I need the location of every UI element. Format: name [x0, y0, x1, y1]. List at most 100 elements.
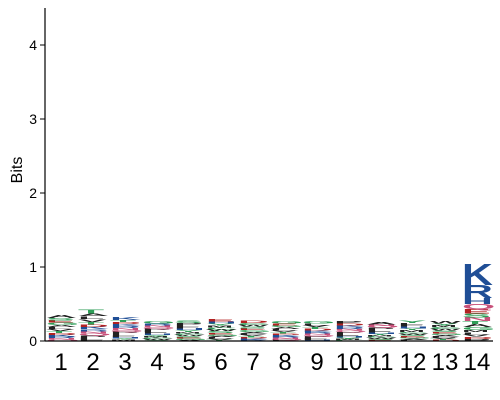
x-tick-label: 8	[278, 349, 291, 376]
logo-letter-f: F	[110, 335, 136, 337]
y-axis-label: Bits	[9, 157, 26, 184]
logo-letter-q: Q	[46, 339, 79, 341]
logo-letter-a: A	[366, 321, 397, 325]
logo-letter-l: L	[78, 316, 104, 320]
logo-letter-l: L	[302, 323, 328, 326]
logo-letter-m: M	[334, 339, 361, 341]
logo-letter-y: Y	[206, 323, 235, 326]
logo-column: LAGESWCMYHFIY	[398, 320, 431, 342]
x-tick-label: 13	[432, 349, 459, 376]
x-tick-label: 4	[150, 349, 163, 376]
logo-letter-v: V	[46, 329, 76, 332]
logo-column: AGESWCMYHFIPS	[174, 320, 207, 342]
logo-letter-m: M	[366, 335, 393, 337]
logo-letter-h: H	[110, 337, 141, 339]
logo-letter-p: P	[110, 332, 139, 335]
logo-letter-m: M	[398, 330, 425, 333]
logo-letter-l: L	[46, 327, 72, 330]
logo-letter-c: C	[174, 333, 205, 335]
logo-letter-y: Y	[142, 335, 171, 337]
logo-letter-n: N	[110, 328, 141, 331]
logo-letter-p: P	[78, 335, 107, 338]
logo-letter-h: H	[462, 297, 493, 306]
logo-letter-t: T	[302, 327, 329, 330]
logo-letter-d: D	[78, 324, 109, 328]
x-tick-label: 6	[214, 349, 227, 376]
x-tick-label: 2	[86, 349, 99, 376]
logo-letter-w: W	[142, 339, 173, 341]
logo-letter-k: K	[462, 257, 493, 292]
logo-letter-m: M	[430, 325, 457, 328]
logo-letter-m: M	[142, 336, 169, 338]
logo-letter-y: Y	[366, 334, 395, 336]
logo-letter-p: P	[334, 332, 363, 334]
logo-letter-d: D	[46, 333, 77, 336]
x-tick-label: 14	[464, 349, 491, 376]
logo-letter-l: L	[270, 329, 296, 331]
logo-letter-e: E	[398, 336, 427, 338]
logo-letter-d: D	[334, 323, 365, 326]
x-tick-label: 10	[336, 349, 363, 376]
logo-letter-t: T	[430, 339, 457, 341]
logo-letter-s: S	[398, 335, 427, 337]
x-tick-label: 7	[246, 349, 259, 376]
logo-letter-h: H	[334, 336, 365, 338]
x-tick-label: 1	[54, 349, 67, 376]
logo-letter-g: G	[46, 322, 79, 326]
logo-letter-q: Q	[302, 335, 335, 337]
logo-letter-q: Q	[462, 303, 495, 311]
logo-letter-h: H	[366, 332, 397, 334]
logo-letter-f: F	[142, 332, 168, 334]
logo-letter-k: K	[46, 334, 77, 337]
logo-letter-r: R	[46, 336, 77, 338]
logo-letter-p: P	[462, 338, 491, 341]
y-tick-label: 3	[29, 111, 37, 127]
logo-letter-p: P	[302, 336, 331, 338]
x-tick-label: 3	[118, 349, 131, 376]
logo-letter-t: T	[46, 331, 73, 334]
logo-column: ESWCMYHFIPQNA	[366, 321, 399, 341]
y-tick-label: 4	[29, 37, 37, 53]
logo-letter-s: S	[174, 320, 203, 324]
logo-letter-a: A	[206, 336, 237, 338]
logo-letter-n: N	[366, 324, 397, 327]
logo-letter-a: A	[238, 331, 269, 333]
logo-letter-r: R	[78, 329, 109, 332]
logo-letter-y: Y	[398, 320, 427, 324]
logo-letter-s: S	[430, 330, 459, 332]
logo-letter-y: Y	[110, 338, 139, 340]
logo-letter-w: W	[430, 320, 461, 324]
x-ticks: 1 2 3 4 5 6 7 8 9 10 11 12 13 14	[54, 349, 490, 376]
logo-letter-n: N	[270, 337, 301, 339]
logo-letter-i: I	[302, 337, 314, 339]
logo-letter-m: M	[462, 329, 489, 332]
logo-letter-a: A	[398, 339, 429, 341]
logo-letter-i: I	[334, 333, 346, 335]
logo-letter-w: W	[398, 333, 429, 335]
logo-letter-k: K	[302, 330, 333, 332]
logo-letter-a: A	[46, 324, 77, 327]
logo-letter-c: C	[142, 337, 173, 339]
logo-letter-v: V	[430, 337, 460, 339]
logo-letter-g: G	[238, 330, 271, 332]
logo-letter-e: E	[46, 320, 75, 324]
logo-letter-h: H	[142, 333, 173, 335]
logo-letter-e: E	[206, 332, 235, 334]
logo-letter-l: L	[462, 332, 488, 335]
logo-letter-c: C	[238, 323, 269, 326]
logo-letter-v: V	[238, 335, 268, 337]
logo-letter-a: A	[270, 327, 301, 330]
logo-letter-k: K	[270, 335, 301, 337]
logo-letter-y: Y	[430, 323, 459, 326]
logo-letter-h: H	[206, 321, 237, 324]
logo-letter-h: H	[398, 326, 429, 329]
logo-letter-r: R	[110, 326, 141, 329]
logo-letter-g: G	[270, 325, 303, 328]
logo-letter-m: M	[110, 339, 137, 341]
logo-letter-p: P	[174, 323, 203, 326]
logo-letter-f: F	[78, 339, 104, 342]
